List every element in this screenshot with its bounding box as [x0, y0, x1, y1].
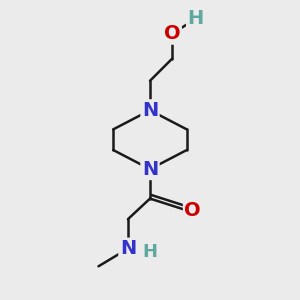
Text: O: O: [184, 201, 201, 220]
Text: H: H: [142, 243, 158, 261]
Text: N: N: [142, 101, 158, 120]
Text: N: N: [120, 239, 136, 258]
Text: N: N: [142, 160, 158, 178]
Text: O: O: [164, 24, 180, 43]
Text: H: H: [188, 10, 204, 28]
